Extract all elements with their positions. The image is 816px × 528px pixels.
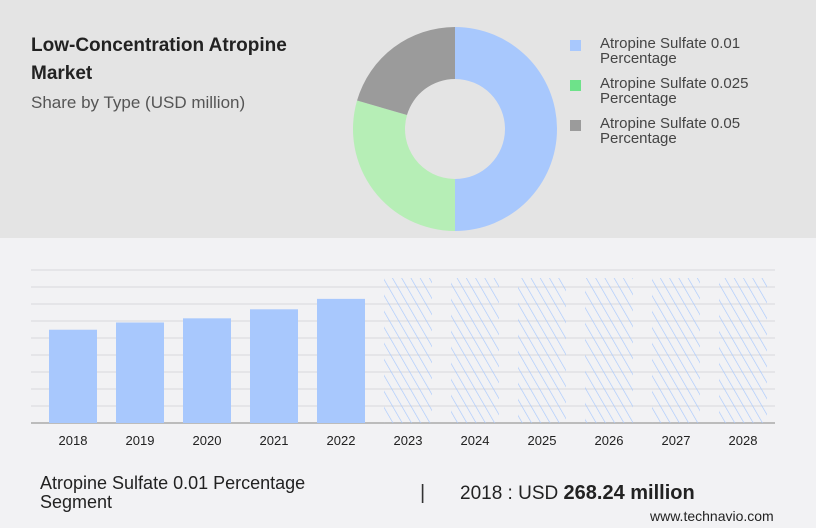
legend-swatch bbox=[570, 80, 581, 91]
forecast-bar bbox=[451, 278, 499, 423]
legend-item: Atropine Sulfate 0.05 Percentage bbox=[570, 116, 800, 146]
site-link[interactable]: www.technavio.com bbox=[650, 508, 774, 524]
x-tick-label: 2026 bbox=[595, 433, 624, 448]
segment-label: Atropine Sulfate 0.01 Percentage Segment bbox=[40, 473, 306, 512]
x-tick-label: 2018 bbox=[59, 433, 88, 448]
chart-subtitle: Share by Type (USD million) bbox=[31, 93, 246, 112]
bar bbox=[116, 322, 164, 423]
forecast-bar bbox=[652, 278, 700, 423]
x-tick-label: 2021 bbox=[260, 433, 289, 448]
legend-label: Atropine Sulfate 0.025 Percentage bbox=[600, 75, 749, 107]
forecast-bar bbox=[384, 278, 432, 423]
x-tick-label: 2020 bbox=[193, 433, 222, 448]
x-tick-label: 2024 bbox=[461, 433, 490, 448]
donut-segment bbox=[357, 27, 455, 116]
donut-chart bbox=[353, 27, 557, 231]
forecast-bar bbox=[518, 278, 566, 423]
chart-title: Low-Concentration Atropine Market bbox=[31, 35, 287, 84]
bar bbox=[317, 298, 365, 423]
legend-item: Atropine Sulfate 0.025 Percentage bbox=[570, 76, 800, 106]
separator: | bbox=[420, 482, 426, 504]
x-tick-label: 2023 bbox=[394, 433, 423, 448]
bar bbox=[183, 318, 231, 423]
forecast-bar bbox=[585, 278, 633, 423]
year-label: 2018 : USD bbox=[460, 483, 559, 504]
x-tick-label: 2027 bbox=[662, 433, 691, 448]
legend-label: Atropine Sulfate 0.01 Percentage bbox=[600, 35, 741, 67]
legend-swatch bbox=[570, 40, 581, 51]
legend: Atropine Sulfate 0.01 Percentage Atropine… bbox=[570, 36, 800, 156]
bar bbox=[49, 329, 97, 423]
donut-segment bbox=[353, 100, 455, 231]
legend-swatch bbox=[570, 120, 581, 131]
donut-segment bbox=[455, 27, 557, 231]
forecast-bar bbox=[719, 278, 767, 423]
legend-label: Atropine Sulfate 0.05 Percentage bbox=[600, 115, 741, 147]
legend-item: Atropine Sulfate 0.01 Percentage bbox=[570, 36, 800, 66]
highlight-value: 2018 : USD 268.24 million bbox=[460, 482, 695, 505]
bar bbox=[250, 309, 298, 423]
x-tick-label: 2022 bbox=[327, 433, 356, 448]
x-tick-label: 2025 bbox=[528, 433, 557, 448]
x-tick-label: 2019 bbox=[126, 433, 155, 448]
value-label: 268.24 million bbox=[563, 482, 695, 504]
bar-chart: 2018 2019 2020 2021 2022 2023 2024 2025 2026 2027… bbox=[31, 269, 775, 448]
x-tick-label: 2028 bbox=[729, 433, 758, 448]
